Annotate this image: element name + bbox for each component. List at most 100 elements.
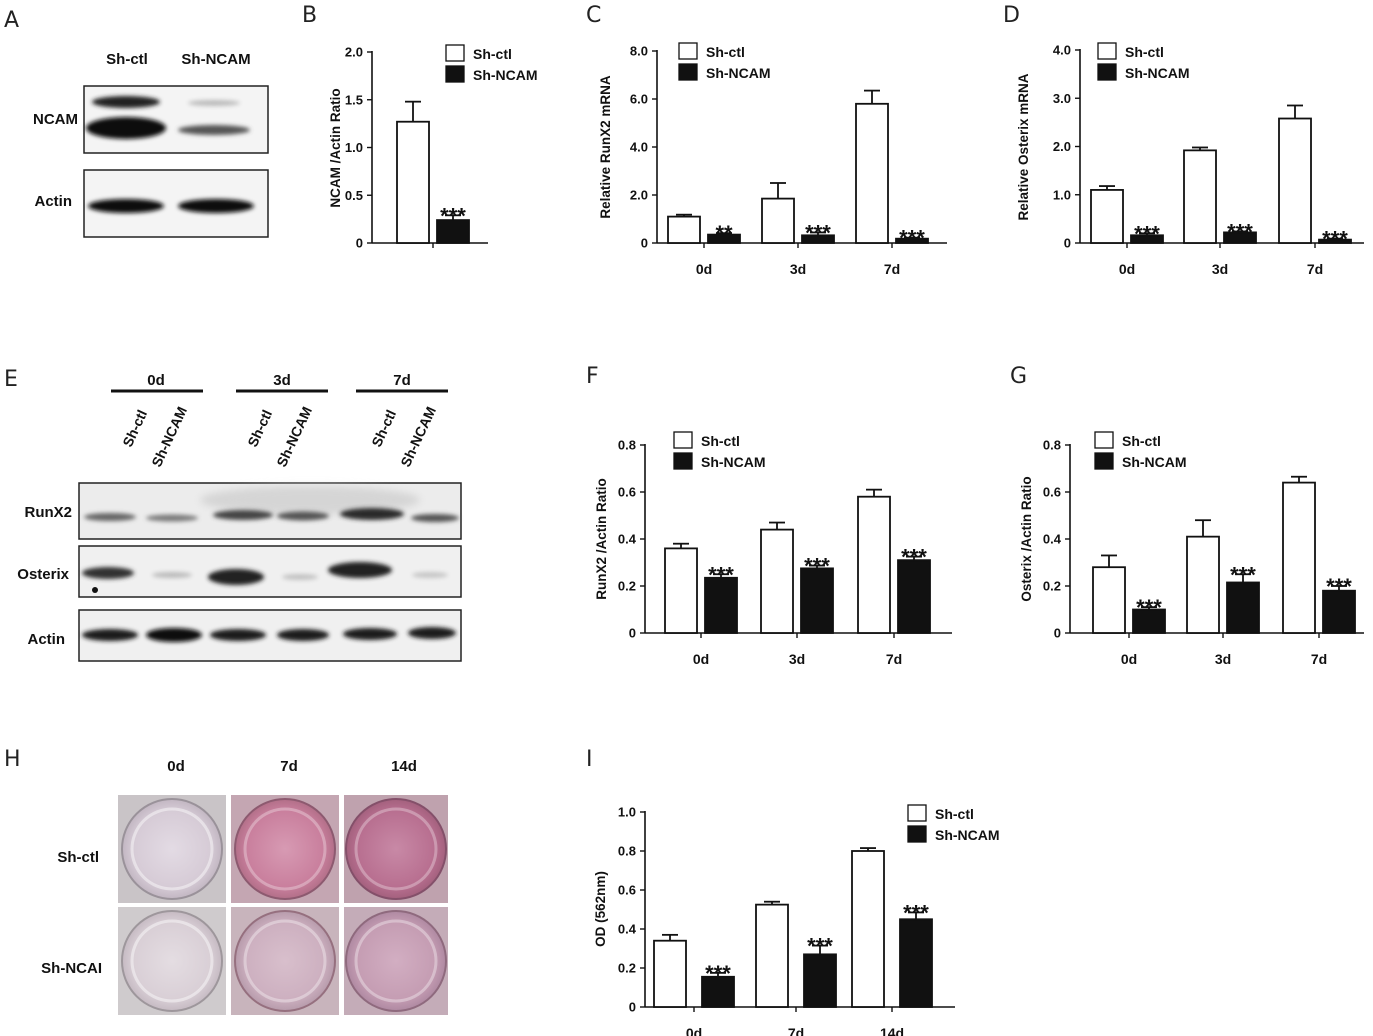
bar	[1282, 481, 1316, 634]
bar	[1318, 238, 1352, 244]
blot-a-actin-image	[83, 169, 269, 238]
x-tick-label: 0d	[1121, 651, 1137, 667]
bar	[1322, 589, 1356, 634]
y-axis-label: OD (562nm)	[593, 871, 608, 947]
y-tick-label: 0.8	[618, 438, 636, 453]
y-tick-label: 0.4	[1043, 532, 1062, 547]
bar	[1090, 189, 1124, 244]
well-image-ctl-14d	[344, 795, 448, 903]
y-tick-label: 4.0	[630, 140, 648, 155]
x-tick-label: 7d	[1307, 261, 1323, 277]
legend-swatch	[1094, 452, 1114, 470]
y-tick-label: 3.0	[1053, 91, 1071, 106]
legend-swatch	[907, 804, 927, 822]
bar	[803, 953, 837, 1008]
bar	[855, 102, 889, 244]
bar	[895, 237, 929, 244]
bar	[653, 939, 687, 1008]
panel-letter-d: D	[1003, 3, 1020, 28]
legend-swatch	[678, 63, 698, 81]
legend-swatch	[678, 42, 698, 60]
chart-f: F 0 0.2 0.4 0.6 0.8 RunX2 /Actin Ratio 0d *** 3d *…	[586, 364, 952, 667]
panel-letter-h: H	[4, 747, 21, 772]
significance-label: ***	[805, 220, 831, 245]
y-tick-label: 4.0	[1053, 43, 1071, 58]
blot-e-lane-4: Sh-NCAM	[273, 404, 315, 469]
y-axis-label: RunX2 /Actin Ratio	[594, 478, 609, 600]
blot-e-lane-6: Sh-NCAM	[397, 404, 439, 469]
bar	[760, 528, 794, 634]
wells-column-14d: 14d	[391, 758, 417, 775]
x-tick-label: 7d	[788, 1025, 804, 1036]
y-tick-label: 1.0	[345, 140, 363, 155]
significance-label: ***	[903, 900, 929, 925]
blot-e-lane-3: Sh-ctl	[244, 407, 275, 449]
significance-label: ***	[807, 934, 833, 959]
panel-letter-c: C	[586, 3, 601, 28]
x-tick-label: 7d	[886, 651, 902, 667]
significance-label: ***	[804, 554, 830, 579]
well-image-ncai-14d	[344, 907, 448, 1015]
bar	[897, 559, 931, 634]
x-tick-label: 0d	[693, 651, 709, 667]
panel-e: E 0d 3d 7d Sh-ctl Sh-NCAM Sh-ctl Sh-NCAM…	[4, 367, 462, 662]
x-tick-label: 0d	[1119, 261, 1135, 277]
significance-label: ***	[1322, 227, 1348, 252]
bar	[664, 547, 698, 634]
wells-column-0d: 0d	[167, 758, 185, 775]
x-tick-label: 3d	[790, 261, 806, 277]
chart-d: D 0 1.0 2.0 3.0 4.0 Relative Osterix mRNA 0d ***…	[1003, 3, 1364, 277]
bar	[761, 197, 795, 244]
legend-swatch	[673, 431, 693, 449]
legend-label: Sh-NCAM	[935, 827, 1000, 843]
y-tick-label: 2.0	[1053, 139, 1071, 154]
bar	[800, 567, 834, 634]
wells-column-7d: 7d	[280, 758, 298, 775]
significance-label: **	[715, 221, 733, 246]
legend-label: Sh-ctl	[1122, 433, 1161, 449]
blot-a-row-2: Actin	[35, 193, 73, 210]
blot-a-ncam-image	[83, 85, 269, 154]
x-tick-label: 3d	[789, 651, 805, 667]
bar	[857, 495, 891, 634]
panel-letter-a: A	[4, 8, 19, 33]
y-tick-label: 0	[641, 236, 648, 251]
y-tick-label: 8.0	[630, 44, 648, 59]
legend-label: Sh-NCAM	[706, 65, 771, 81]
significance-label: ***	[1230, 562, 1256, 587]
legend-label: Sh-ctl	[706, 44, 745, 60]
chart-g: G 0 0.2 0.4 0.6 0.8 Osterix /Actin Ratio 0d *** 3…	[1010, 364, 1364, 667]
significance-label: ***	[440, 203, 466, 228]
significance-label: ***	[899, 226, 925, 251]
significance-label: ***	[708, 562, 734, 587]
panel-a: A Sh-ctl Sh-NCAM NCAM Actin	[4, 8, 269, 238]
well-image-ncai-0d	[118, 907, 226, 1015]
legend-label: Sh-NCAM	[701, 454, 766, 470]
bar	[1278, 117, 1312, 244]
y-tick-label: 0	[1054, 626, 1061, 641]
legend-swatch	[1094, 431, 1114, 449]
y-tick-label: 0.2	[1043, 579, 1061, 594]
bar	[701, 975, 735, 1008]
chart-i: I 0 0.2 0.4 0.6 0.8 1.0 OD (562nm) 0d *** 7d *** 14d…	[586, 747, 1000, 1036]
legend-swatch	[445, 65, 465, 83]
blot-e-group-3d: 3d	[273, 372, 291, 389]
well-image-ctl-7d	[231, 795, 339, 903]
blot-e-lane-5: Sh-ctl	[368, 407, 399, 449]
y-tick-label: 0	[629, 1000, 636, 1015]
bar	[396, 120, 430, 244]
well-image-ctl-0d	[118, 795, 226, 903]
y-axis-label: Osterix /Actin Ratio	[1019, 476, 1034, 601]
significance-label: ***	[1227, 219, 1253, 244]
y-tick-label: 0.6	[618, 883, 636, 898]
bar	[1186, 535, 1220, 634]
chart-c: C 0 2.0 4.0 6.0 8.0 Relative RunX2 mRNA 0d** 3d *…	[586, 3, 947, 277]
y-tick-label: 2.0	[630, 188, 648, 203]
legend-label: Sh-NCAM	[1125, 65, 1190, 81]
legend-label: Sh-ctl	[701, 433, 740, 449]
blot-a-column-1: Sh-ctl	[106, 51, 148, 68]
legend-label: Sh-NCAM	[1122, 454, 1187, 470]
bar	[704, 576, 738, 634]
wells-row-sh-ctl: Sh-ctl	[57, 849, 99, 866]
y-tick-label: 0.4	[618, 532, 637, 547]
